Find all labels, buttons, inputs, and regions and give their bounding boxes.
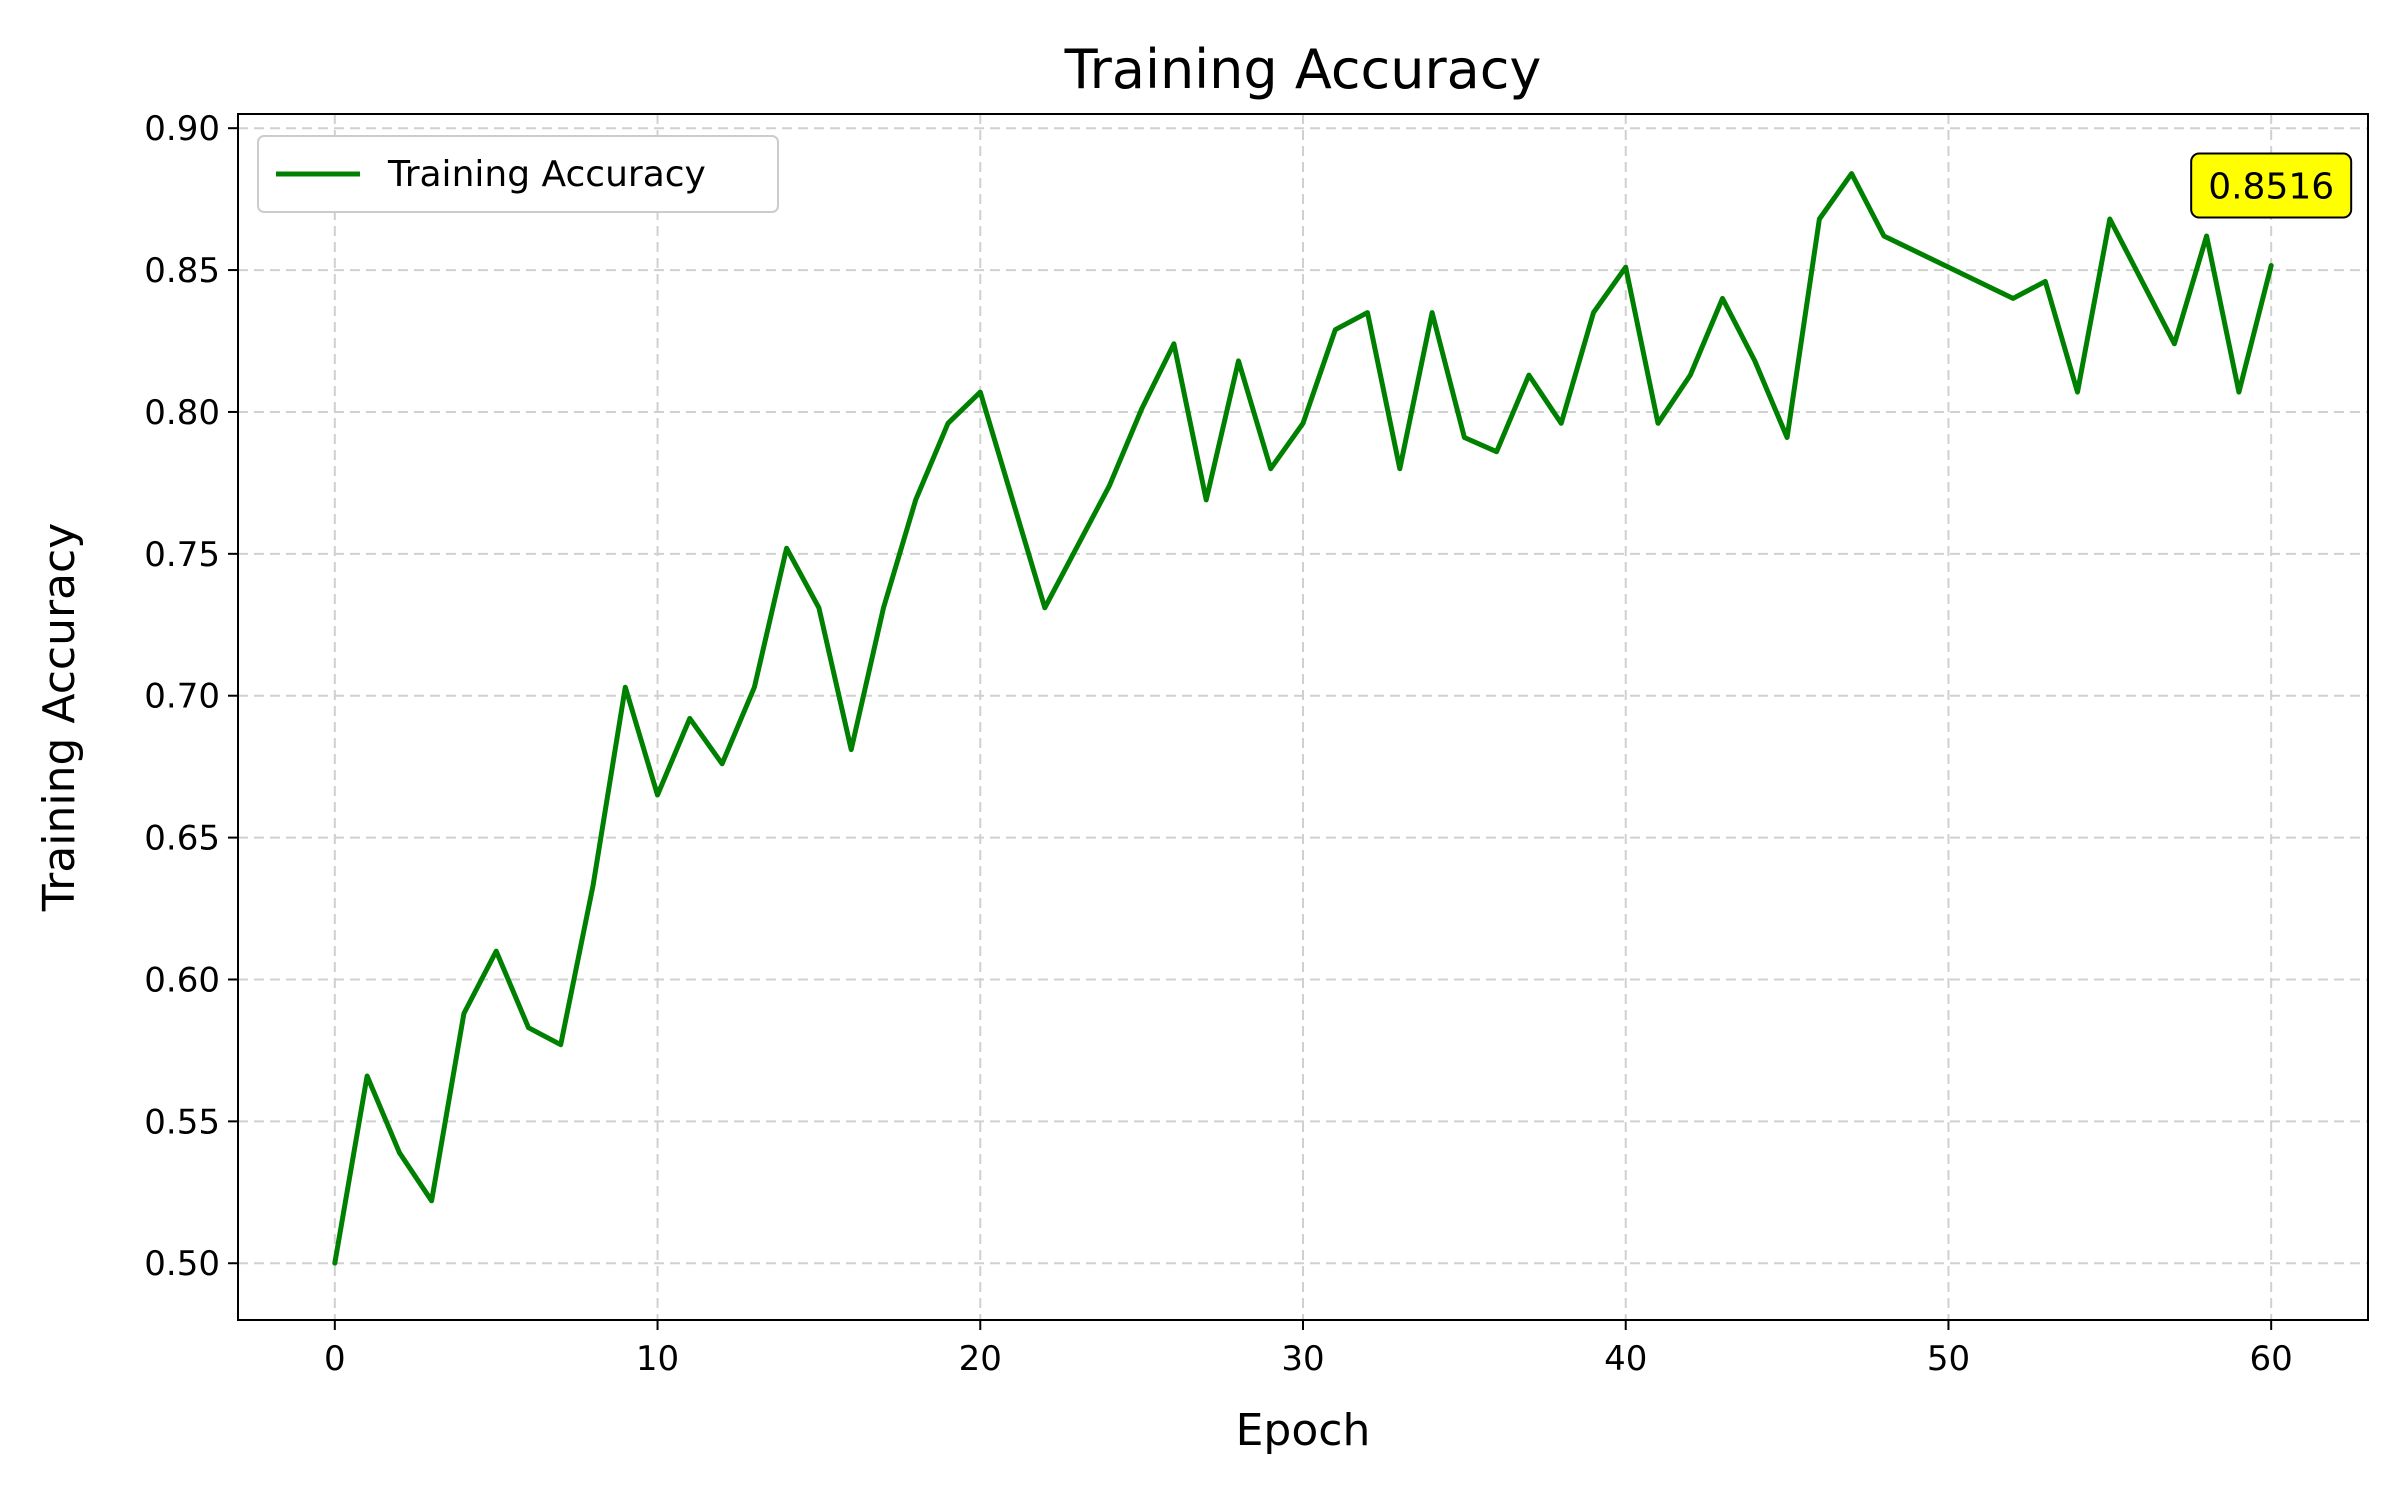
- final-value-annotation: 0.8516: [2190, 152, 2353, 219]
- chart-title: Training Accuracy: [1064, 38, 1542, 101]
- legend-label: Training Accuracy: [387, 154, 706, 195]
- series-line-training-accuracy: [332, 171, 2274, 1266]
- x-tick-label: 30: [1281, 1339, 1324, 1379]
- y-tick-label: 0.55: [144, 1102, 220, 1142]
- y-tick-label: 0.60: [144, 960, 220, 1000]
- x-axis-label: Epoch: [1236, 1405, 1371, 1456]
- legend-box: [257, 135, 779, 213]
- plot-frame: [237, 113, 2369, 1321]
- x-tick-label: 60: [2250, 1339, 2293, 1379]
- x-tick-label: 50: [1927, 1339, 1970, 1379]
- x-tick-label: 10: [636, 1339, 679, 1379]
- y-tick-label: 0.65: [144, 819, 220, 859]
- annotation-box: [2190, 152, 2353, 219]
- series-layer: [332, 171, 2274, 1266]
- annotation-label: 0.8516: [2208, 167, 2334, 208]
- y-axis-label: Training Accuracy: [34, 523, 85, 912]
- y-tick-label: 0.50: [144, 1244, 220, 1284]
- x-tick-label: 20: [959, 1339, 1002, 1379]
- legend: Training Accuracy: [257, 135, 779, 213]
- grid: [238, 114, 2368, 1320]
- y-tick-label: 0.85: [144, 251, 220, 291]
- axis-ticks: 0 10 20 30 40 50 60 0.50 0.55 0.60 0.65 0.70 0.75 0.8…: [144, 109, 2293, 1379]
- y-tick-label: 0.75: [144, 535, 220, 575]
- x-tick-label: 40: [1604, 1339, 1647, 1379]
- y-tick-label: 0.80: [144, 393, 220, 433]
- y-tick-label: 0.70: [144, 677, 220, 717]
- y-tick-label: 0.90: [144, 109, 220, 149]
- x-tick-label: 0: [324, 1339, 346, 1379]
